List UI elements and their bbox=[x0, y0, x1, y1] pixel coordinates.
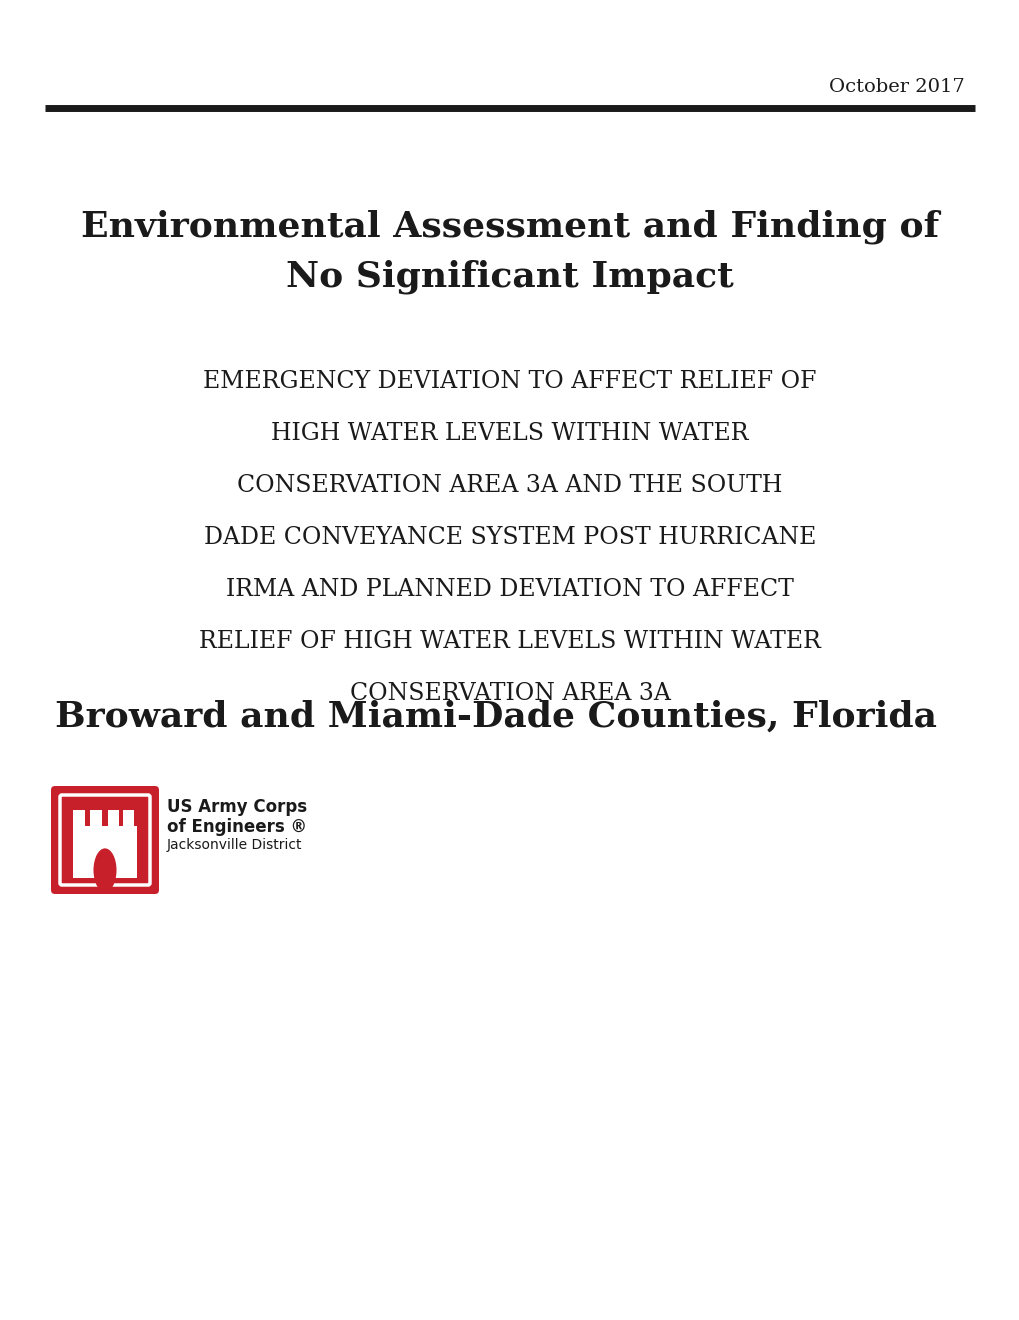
Text: US Army Corps: US Army Corps bbox=[167, 799, 307, 816]
FancyBboxPatch shape bbox=[51, 785, 159, 894]
Text: IRMA AND PLANNED DEVIATION TO AFFECT: IRMA AND PLANNED DEVIATION TO AFFECT bbox=[226, 578, 793, 601]
Text: DADE CONVEYANCE SYSTEM POST HURRICANE: DADE CONVEYANCE SYSTEM POST HURRICANE bbox=[204, 525, 815, 549]
Bar bbox=[91, 810, 102, 826]
Text: No Significant Impact: No Significant Impact bbox=[286, 260, 733, 294]
Bar bbox=[73, 810, 85, 826]
Text: October 2017: October 2017 bbox=[828, 78, 964, 96]
Text: Environmental Assessment and Finding of: Environmental Assessment and Finding of bbox=[81, 210, 938, 244]
Ellipse shape bbox=[94, 849, 116, 892]
Text: EMERGENCY DEVIATION TO AFFECT RELIEF OF: EMERGENCY DEVIATION TO AFFECT RELIEF OF bbox=[203, 370, 816, 393]
Bar bbox=[73, 826, 137, 878]
Text: CONSERVATION AREA 3A: CONSERVATION AREA 3A bbox=[350, 682, 669, 705]
Text: Broward and Miami-Dade Counties, Florida: Broward and Miami-Dade Counties, Florida bbox=[55, 700, 936, 734]
Text: RELIEF OF HIGH WATER LEVELS WITHIN WATER: RELIEF OF HIGH WATER LEVELS WITHIN WATER bbox=[199, 630, 820, 653]
Bar bbox=[107, 810, 119, 826]
Text: HIGH WATER LEVELS WITHIN WATER: HIGH WATER LEVELS WITHIN WATER bbox=[271, 422, 748, 445]
Text: CONSERVATION AREA 3A AND THE SOUTH: CONSERVATION AREA 3A AND THE SOUTH bbox=[237, 474, 782, 498]
Text: Jacksonville District: Jacksonville District bbox=[167, 838, 303, 851]
Text: of Engineers ®: of Engineers ® bbox=[167, 818, 307, 836]
Bar bbox=[123, 810, 135, 826]
